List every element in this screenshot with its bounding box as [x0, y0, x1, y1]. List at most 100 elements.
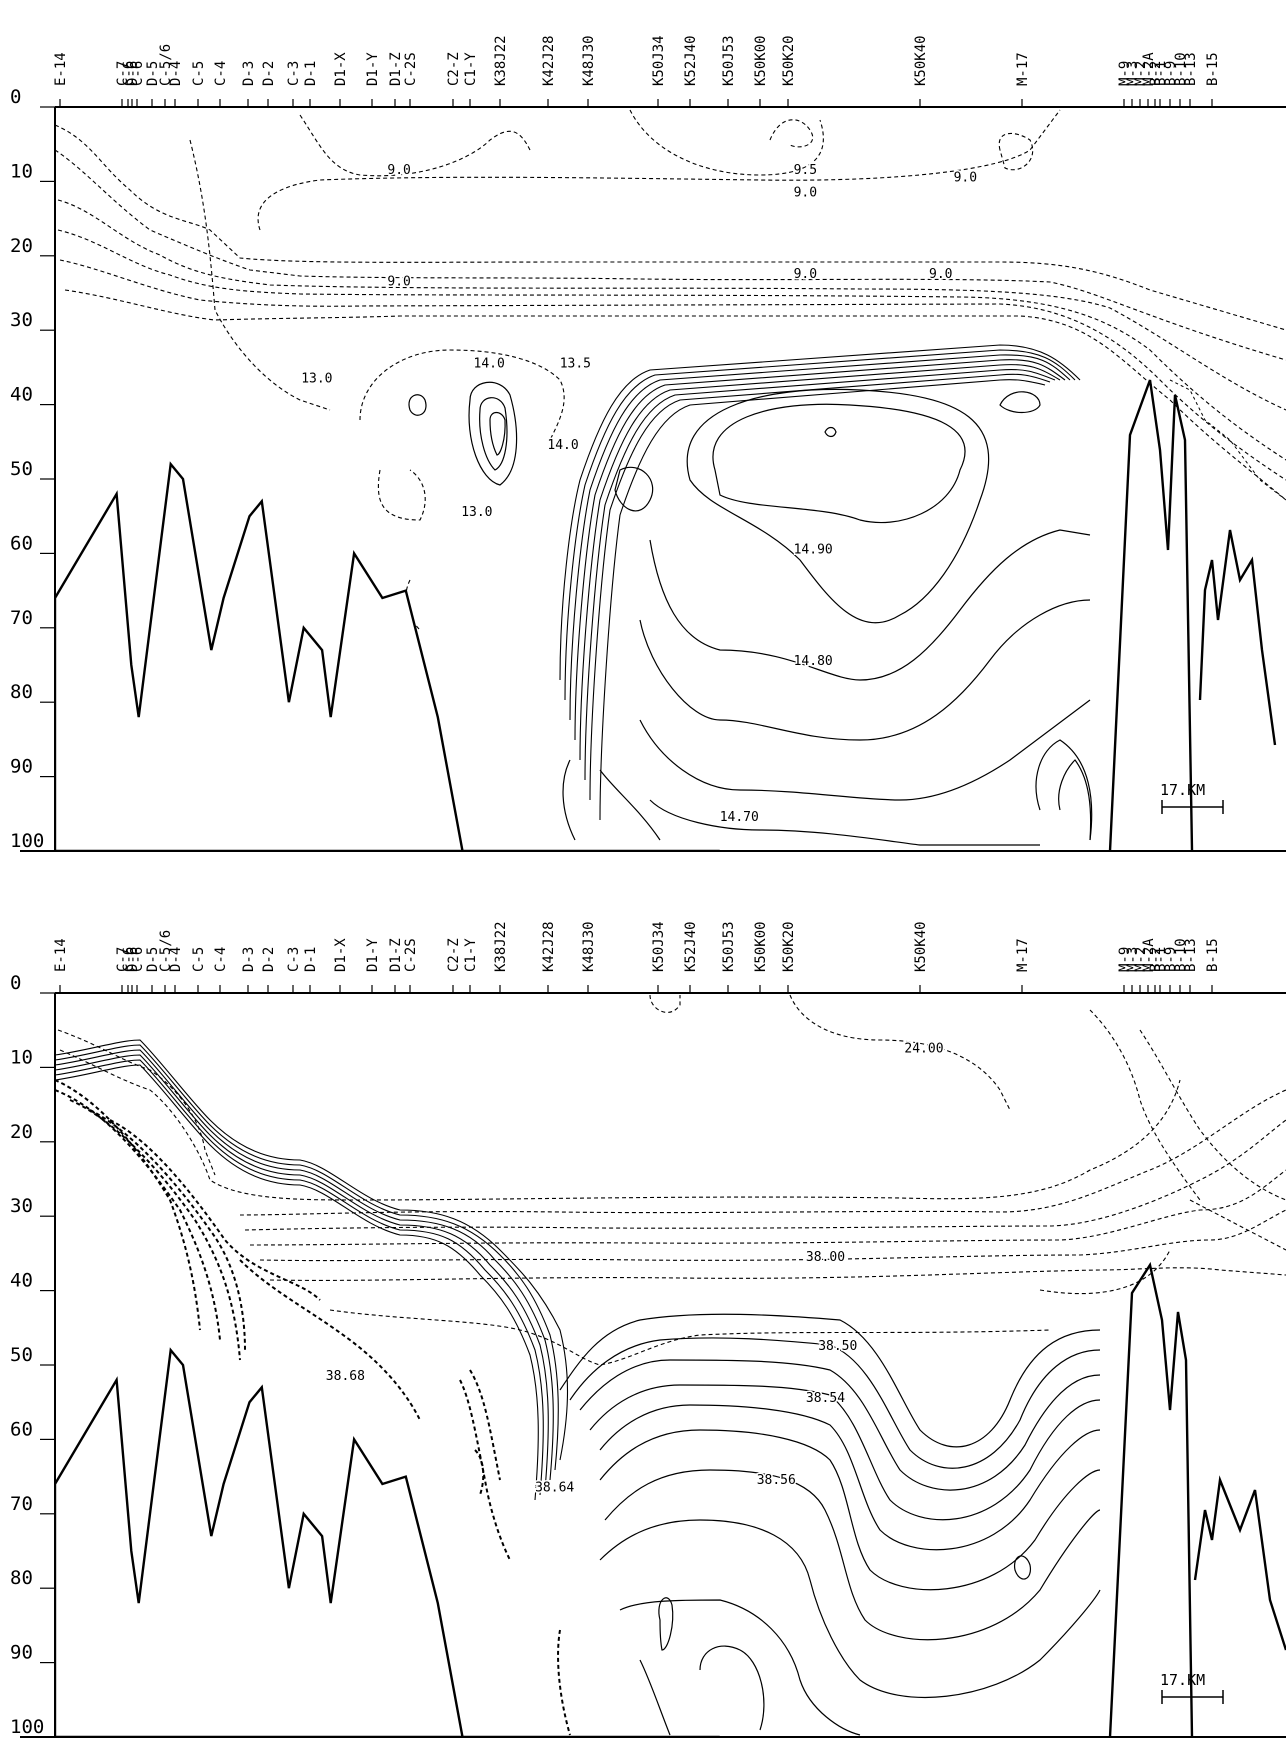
station-label: M-2 [1133, 61, 1149, 86]
depth-tick-label: 90 [10, 756, 33, 778]
contour-label: 38.54 [806, 1391, 845, 1406]
station-label: C1-Y [463, 52, 479, 86]
station-label: B-10 [1173, 52, 1189, 86]
contour-label: 38.50 [818, 1339, 857, 1354]
contour-label: 9.0 [929, 267, 952, 282]
station-label: K50K20 [781, 35, 797, 86]
thermocline-solid-contours [559, 344, 1081, 821]
station-label: K42J28 [541, 921, 557, 972]
depth-tick-label: 0 [10, 86, 21, 108]
station-label: M-9 [1117, 61, 1133, 86]
station-label: D-4 [168, 947, 184, 972]
station-label: C-6 [130, 61, 146, 86]
station-label: B-9 [1163, 947, 1179, 972]
station-label: C-2S [403, 938, 419, 972]
contour-label: 9.0 [794, 185, 817, 200]
salinity-panel: E-14 C-7C-6D-6C-6 D-5C-5/6D-4 C-5 C-4 D-3 D-2 C… [10, 921, 1286, 1738]
station-label: K50J53 [721, 921, 737, 972]
station-label: B-1 [1153, 947, 1169, 972]
depth-tick-label: 10 [10, 1046, 33, 1068]
station-label: D-2 [261, 947, 277, 972]
station-label: C-7 [115, 61, 131, 86]
depth-tick-label: 40 [10, 1270, 33, 1292]
right-ridge-top [1108, 379, 1286, 851]
station-label: B-2 [1148, 947, 1164, 972]
station-label: D-3 [241, 947, 257, 972]
depth-tick-label: 20 [10, 1121, 33, 1143]
station-label: C2-Z [446, 52, 462, 86]
depth-tick-label: 30 [10, 309, 33, 331]
station-label: K50K40 [913, 35, 929, 86]
station-label: M-17 [1015, 52, 1031, 86]
station-label: D1-X [333, 52, 349, 86]
depth-tick-label: 80 [10, 681, 33, 703]
station-label: M-17 [1015, 938, 1031, 972]
temperature-panel: E-14 C-7C-6D-6C-6 D-5C-5/6D-4 C-5 C-4 D-3 D-2 C… [10, 35, 1286, 852]
station-label: K42J28 [541, 35, 557, 86]
deep-water-contours [559, 1313, 1101, 1736]
depth-tick-label: 30 [10, 1195, 33, 1217]
depth-axis-bottom: 0 10 20 30 40 50 60 70 80 90 100 [10, 972, 55, 1738]
station-label: K52J40 [683, 921, 699, 972]
station-label: K48J30 [581, 35, 597, 86]
depth-tick-label: 90 [10, 1642, 33, 1664]
station-label: M-3 [1125, 61, 1141, 86]
contour-labels-bottom: 24.00 38.00 38.50 38.54 38.68 38.64 38.56 [324, 1040, 945, 1497]
station-label: D1-Z [388, 52, 404, 86]
station-label: B-10 [1173, 938, 1189, 972]
warm-core-contours [408, 381, 1093, 846]
depth-tick-label: 60 [10, 1418, 33, 1440]
contour-label: 38.56 [757, 1473, 796, 1488]
scale-bar-label-bottom: 17.KM [1160, 1671, 1205, 1689]
station-label: M-2 [1133, 947, 1149, 972]
depth-tick-label: 70 [10, 1493, 33, 1515]
station-label: C2-Z [446, 938, 462, 972]
thermocline-dashed-contours [55, 109, 1286, 631]
station-label: M-3 [1125, 947, 1141, 972]
station-label: C1-Y [463, 938, 479, 972]
contour-label: 14.70 [720, 810, 759, 825]
depth-tick-label: 50 [10, 458, 33, 480]
halocline-dashed-contours [57, 994, 1286, 1366]
station-label: D-2 [261, 61, 277, 86]
scale-bar-bottom: 17.KM [1160, 1671, 1224, 1704]
depth-tick-label: 70 [10, 607, 33, 629]
depth-tick-label: 20 [10, 235, 33, 257]
station-label: C-4 [213, 61, 229, 86]
station-label: D-4 [168, 61, 184, 86]
station-label: K50K40 [913, 921, 929, 972]
contour-label: 14.90 [794, 542, 833, 557]
contour-label: 13.0 [461, 505, 492, 520]
station-label: D-1 [303, 947, 319, 972]
contour-label: 9.0 [387, 163, 410, 178]
contour-label: 14.0 [547, 438, 578, 453]
contour-label: 24.00 [904, 1042, 943, 1057]
scale-bar-top: 17.KM [1160, 781, 1224, 814]
station-label: C-3 [286, 947, 302, 972]
depth-tick-label: 100 [10, 1716, 44, 1738]
station-label: B-15 [1205, 938, 1221, 972]
bottom-topography-bottom [55, 1347, 720, 1737]
station-label: E-14 [53, 938, 69, 972]
station-label: C-5/6 [158, 44, 174, 86]
station-label: C-5 [191, 947, 207, 972]
station-label: D1-Y [365, 52, 381, 86]
station-labels-top: E-14 C-7C-6D-6C-6 D-5C-5/6D-4 C-5 C-4 D-3 D-2 C… [53, 35, 1221, 107]
station-label: D-5 [145, 61, 161, 86]
contour-label: 38.68 [326, 1369, 365, 1384]
station-label: E-14 [53, 52, 69, 86]
contour-label: 14.0 [474, 356, 505, 371]
contour-label: 9.0 [954, 170, 977, 185]
station-label: K38J22 [493, 921, 509, 972]
station-label: C-3 [286, 61, 302, 86]
station-label: B-2 [1148, 61, 1164, 86]
contour-label: 9.0 [387, 275, 410, 290]
station-label: K48J30 [581, 921, 597, 972]
station-label: C-4 [213, 947, 229, 972]
scale-bar-label-top: 17.KM [1160, 781, 1205, 799]
contour-label: 13.0 [301, 371, 332, 386]
halocline-solid-contours [55, 1039, 569, 1501]
depth-tick-label: 10 [10, 160, 33, 182]
station-label: D1-Z [388, 938, 404, 972]
